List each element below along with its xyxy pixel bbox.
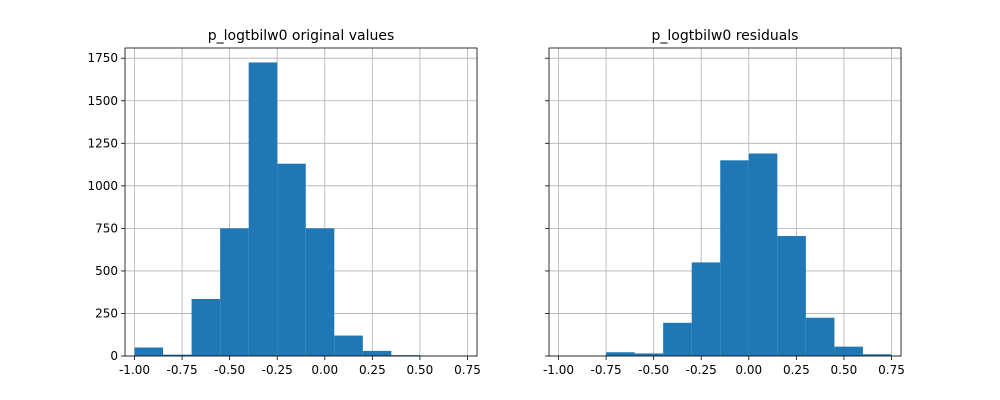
x-tick-label: -0.25 xyxy=(686,363,717,377)
histogram-bar xyxy=(362,350,392,356)
histogram-bar xyxy=(191,298,221,356)
chart-title: p_logtbilw0 residuals xyxy=(652,28,799,44)
histogram-bar xyxy=(748,153,778,356)
x-tick-label: -0.75 xyxy=(591,363,622,377)
histogram-bar xyxy=(277,163,306,356)
histogram-bar xyxy=(248,62,278,357)
axis-ticks: -1.00 -0.75 -0.50 -0.25 0.00 0.25 0.50 0.75 xyxy=(543,57,905,377)
y-tick-label: 1750 xyxy=(87,51,118,65)
chart-residuals: -1.00 -0.75 -0.50 -0.25 0.00 0.25 0.50 0.75 p_l… xyxy=(543,28,905,377)
axes-frame xyxy=(548,47,902,357)
histogram-bar xyxy=(163,354,192,356)
x-tick-label: -1.00 xyxy=(119,363,150,377)
chart-title: p_logtbilw0 original values xyxy=(208,28,395,44)
x-tick-label: -0.75 xyxy=(167,363,198,377)
x-tick-label: 0.00 xyxy=(311,363,338,377)
histogram-bars xyxy=(606,153,892,356)
histogram-bar xyxy=(834,346,863,356)
histogram-bar xyxy=(777,236,806,356)
axes-frame xyxy=(124,47,478,357)
y-tick-label: 0 xyxy=(110,349,118,363)
x-tick-label: 0.00 xyxy=(735,363,762,377)
histogram-bars xyxy=(134,62,420,357)
histogram-bar xyxy=(305,228,335,356)
y-tick-label: 500 xyxy=(95,264,118,278)
x-tick-label: -0.50 xyxy=(638,363,669,377)
x-tick-label: 0.50 xyxy=(831,363,858,377)
histogram-bar xyxy=(663,322,692,356)
histogram-bar xyxy=(391,355,420,356)
y-tick-label: 1000 xyxy=(87,179,118,193)
histogram-bar xyxy=(220,228,249,356)
histogram-bar xyxy=(720,160,749,356)
x-tick-label: -0.25 xyxy=(262,363,293,377)
chart-original-values: -1.00 -0.75 -0.50 -0.25 0.00 0.25 0.50 0.75 0 250… xyxy=(87,28,480,377)
y-tick-label: 1500 xyxy=(87,94,118,108)
x-tick-label: 0.75 xyxy=(878,363,905,377)
histogram-bar xyxy=(134,347,164,356)
x-tick-label: -0.50 xyxy=(214,363,245,377)
axis-ticks: -1.00 -0.75 -0.50 -0.25 0.00 0.25 0.50 0.75 0 250… xyxy=(87,51,480,377)
x-tick-label: -1.00 xyxy=(543,363,574,377)
histogram-bar xyxy=(805,317,835,356)
histogram-bar xyxy=(862,354,892,356)
y-tick-label: 1250 xyxy=(87,136,118,150)
y-tick-label: 250 xyxy=(95,306,118,320)
histogram-bar xyxy=(606,352,635,356)
histogram-bar xyxy=(634,353,664,356)
x-tick-label: 0.25 xyxy=(359,363,386,377)
histogram-bar xyxy=(334,335,363,356)
y-tick-label: 750 xyxy=(95,221,118,235)
x-tick-label: 0.50 xyxy=(407,363,434,377)
histogram-bar xyxy=(691,262,721,356)
x-tick-label: 0.75 xyxy=(454,363,481,377)
x-tick-label: 0.25 xyxy=(783,363,810,377)
